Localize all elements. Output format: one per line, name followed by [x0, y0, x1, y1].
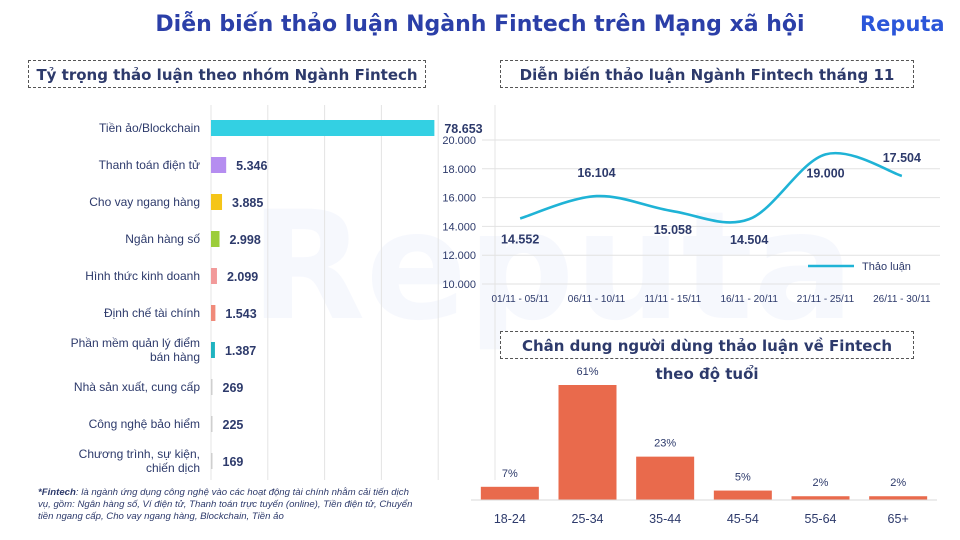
category-value-label: 225 [223, 418, 244, 432]
age-bar [558, 385, 617, 500]
category-label-line: chiến dịch [146, 461, 200, 475]
category-label-line: Nhà sản xuất, cung cấp [74, 380, 200, 394]
category-label: Nhà sản xuất, cung cấp [74, 380, 200, 394]
y-tick-label: 16.000 [442, 193, 476, 205]
age-bar [713, 490, 772, 500]
y-tick-label: 10.000 [442, 279, 476, 291]
category-bar [211, 268, 217, 284]
category-bar [211, 379, 213, 395]
age-category-label: 18-24 [494, 512, 526, 526]
category-bar [211, 305, 216, 321]
category-label: Chương trình, sự kiện, chiến dịch [79, 447, 200, 475]
data-label: 15.058 [654, 223, 692, 237]
category-value-label: 1.387 [225, 344, 256, 358]
x-tick-label: 21/11 - 25/11 [797, 294, 855, 305]
age-value-label: 61% [576, 366, 598, 378]
age-value-label: 2% [890, 477, 906, 489]
data-label: 14.504 [730, 233, 768, 247]
discussion-line-chart: 10.000 12.000 14.000 16.000 18.000 20.000 01/1… [442, 135, 940, 305]
y-tick-label: 18.000 [442, 164, 476, 176]
left-chart-title: Tỷ trọng thảo luận theo nhóm Ngành Finte… [28, 60, 426, 88]
category-label-line: Công nghệ bảo hiểm [89, 417, 200, 431]
category-label: Cho vay ngang hàng [89, 195, 200, 209]
category-value-label: 5.346 [236, 159, 267, 173]
category-value-label: 269 [223, 381, 244, 395]
age-category-label: 35-44 [649, 512, 681, 526]
category-bar [211, 416, 213, 432]
category-value-label: 2.998 [230, 233, 261, 247]
category-bar [211, 157, 227, 173]
x-tick-label: 16/11 - 20/11 [720, 294, 778, 305]
category-bar [211, 120, 435, 136]
category-label-line: Cho vay ngang hàng [89, 195, 200, 209]
reputa-logo: Reputa [860, 12, 945, 36]
category-label-line: Phần mềm quản lý điểm [71, 336, 200, 350]
line-chart-title: Diễn biến thảo luận Ngành Fintech tháng … [500, 60, 914, 88]
age-bar [480, 486, 539, 500]
age-chart-title: Chân dung người dùng thảo luận về Fintec… [500, 331, 914, 383]
footnote-term: *Fintech [38, 487, 76, 498]
age-category-label: 25-34 [572, 512, 604, 526]
age-value-label: 2% [813, 477, 829, 489]
age-category-label: 45-54 [727, 512, 759, 526]
age-bar [791, 496, 850, 500]
series-line-thao-luan [519, 151, 903, 224]
age-value-label: 7% [502, 468, 518, 480]
age-value-label: 23% [654, 438, 676, 450]
data-label: 14.552 [501, 232, 539, 246]
age-value-label: 5% [735, 472, 751, 484]
category-bar-chart: Tiền ảo/Blockchain 78.653 Thanh toán điện … [71, 105, 496, 480]
category-label: Tiền ảo/Blockchain [99, 121, 200, 135]
category-label: Ngân hàng số [125, 232, 200, 246]
y-tick-label: 12.000 [442, 250, 476, 262]
category-label-line: Định chế tài chính [104, 306, 200, 320]
age-bar [869, 496, 928, 500]
category-bar [211, 453, 213, 469]
age-category-label: 65+ [888, 512, 909, 526]
category-bar [211, 194, 223, 210]
data-label: 16.104 [577, 166, 615, 180]
x-tick-label: 06/11 - 10/11 [568, 294, 626, 305]
y-tick-label: 20.000 [442, 135, 476, 147]
category-label: Hình thức kinh doanh [85, 269, 200, 283]
category-label: Định chế tài chính [104, 306, 200, 320]
fintech-footnote: *Fintech: là ngành ứng dụng công nghệ và… [38, 487, 423, 523]
age-bar [636, 456, 695, 500]
category-label-line: Tiền ảo/Blockchain [99, 121, 200, 135]
data-label: 17.504 [883, 151, 921, 165]
data-label: 19.000 [806, 166, 844, 180]
category-label: Thanh toán điện tử [99, 158, 200, 172]
category-label: Công nghệ bảo hiểm [89, 417, 200, 431]
category-value-label: 3.885 [232, 196, 263, 210]
category-label: Phần mềm quản lý điểm bán hàng [71, 336, 200, 364]
category-label-line: Thanh toán điện tử [99, 158, 200, 172]
page-title: Diễn biến thảo luận Ngành Fintech trên M… [155, 12, 805, 37]
category-label-line: Ngân hàng số [125, 232, 200, 246]
category-bar [211, 231, 220, 247]
age-bar-chart: 7% 18-24 61% 25-34 23% 35-44 5% 45-54 2% 55-64 2% 6… [471, 366, 937, 526]
category-value-label: 1.543 [225, 307, 256, 321]
legend-label: Thảo luận [862, 261, 911, 273]
x-tick-label: 01/11 - 05/11 [491, 294, 549, 305]
category-label-line: Hình thức kinh doanh [85, 269, 200, 283]
category-bar [211, 342, 215, 358]
y-tick-label: 14.000 [442, 221, 476, 233]
age-category-label: 55-64 [805, 512, 837, 526]
category-value-label: 78.653 [444, 122, 482, 136]
x-tick-label: 26/11 - 30/11 [873, 294, 931, 305]
category-value-label: 2.099 [227, 270, 258, 284]
category-label-line: Chương trình, sự kiện, [79, 447, 200, 461]
category-value-label: 169 [223, 455, 244, 469]
footnote-text: : là ngành ứng dụng công nghệ vào các ho… [38, 487, 413, 522]
x-tick-label: 11/11 - 15/11 [644, 294, 701, 305]
category-label-line: bán hàng [150, 350, 200, 364]
